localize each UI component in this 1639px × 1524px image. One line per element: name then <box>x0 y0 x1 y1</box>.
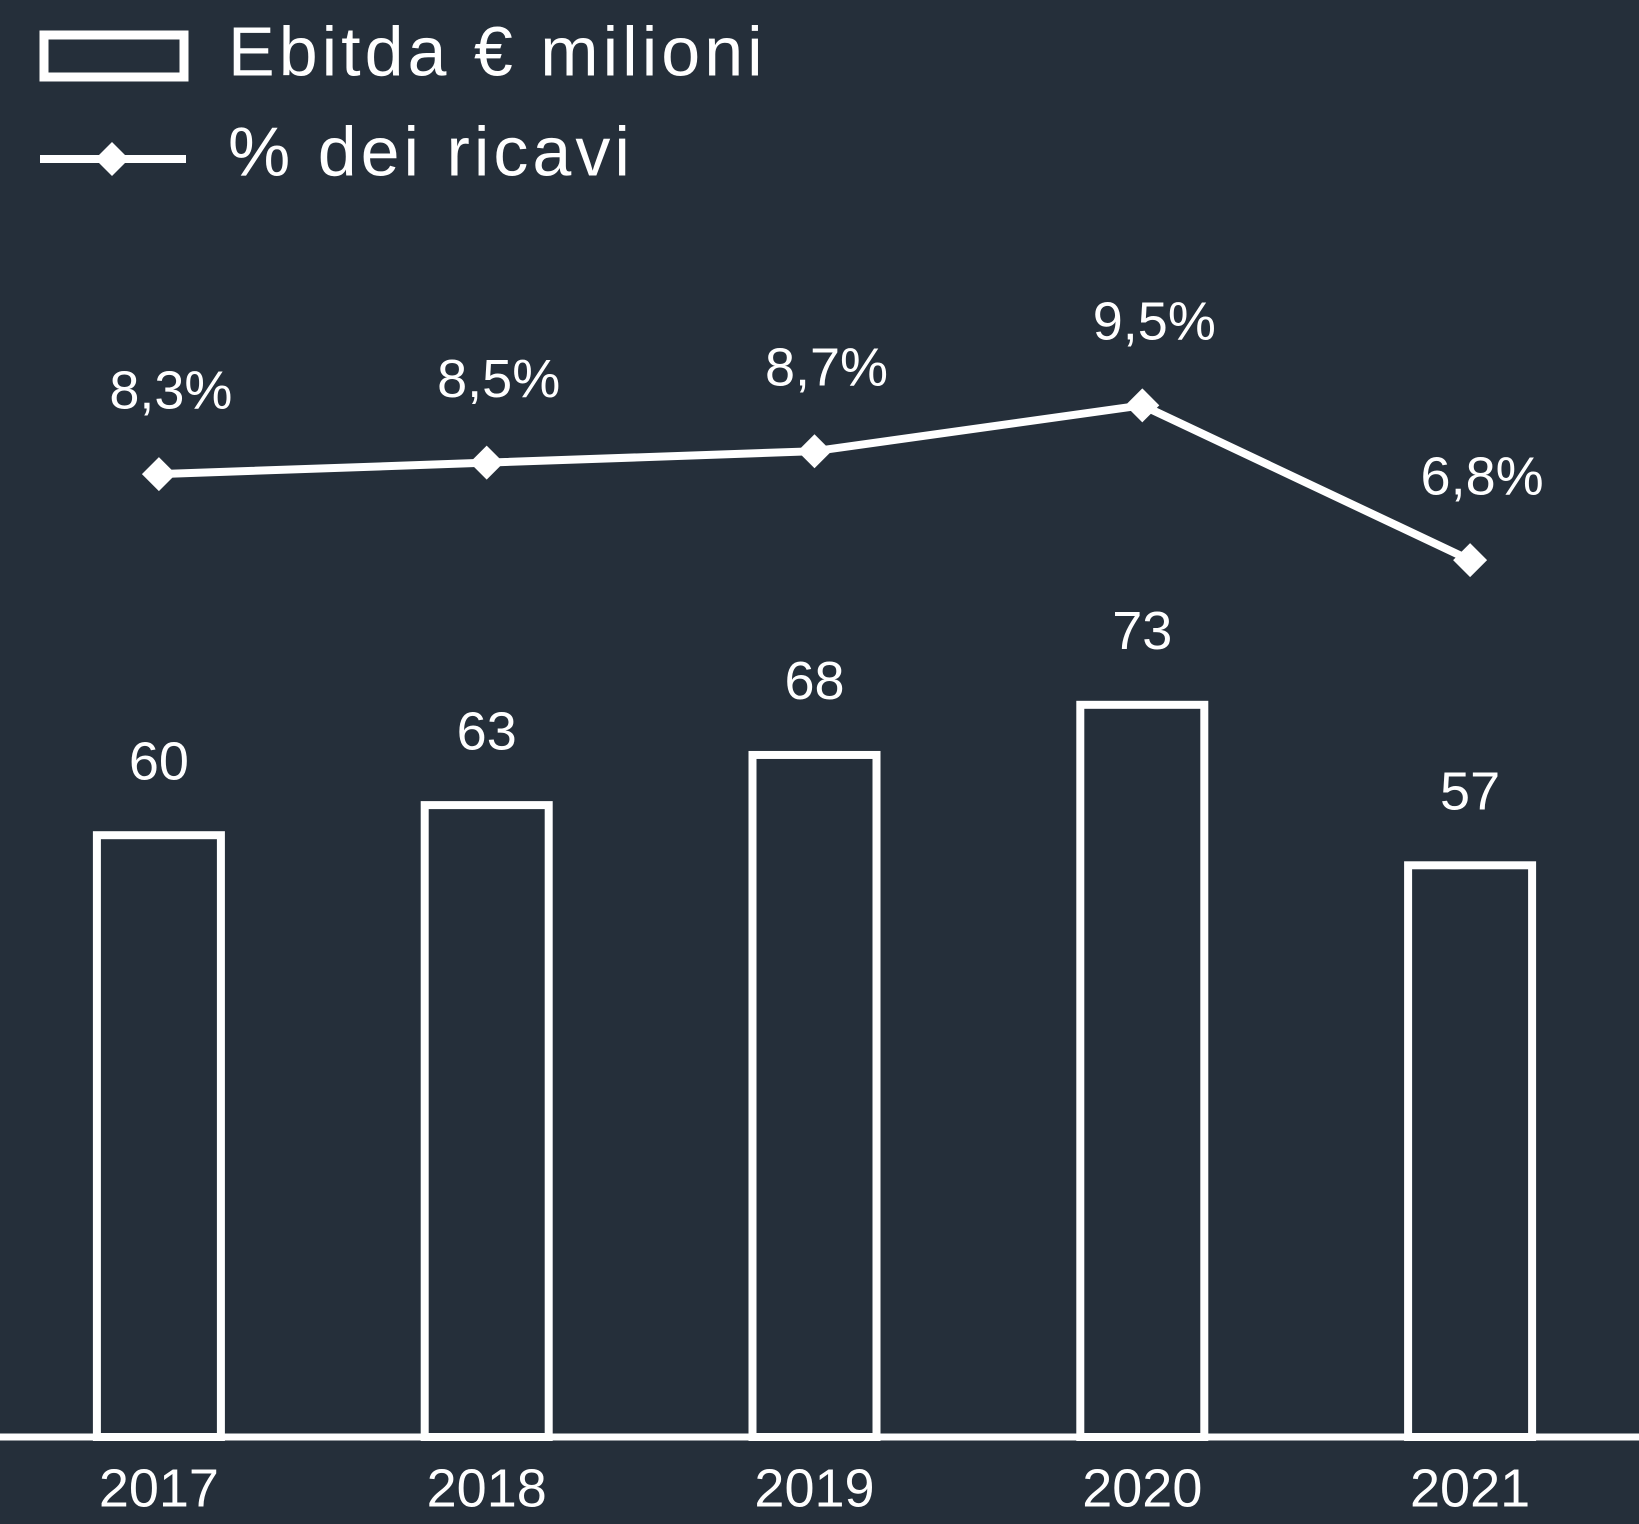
x-tick-label: 2018 <box>427 1458 547 1518</box>
x-tick-label: 2020 <box>1082 1458 1202 1518</box>
data-label: 8,3% <box>109 360 232 420</box>
data-label: 57 <box>1440 762 1500 822</box>
data-label: 60 <box>129 731 189 791</box>
line-marker <box>797 434 832 469</box>
data-label: 68 <box>784 651 844 711</box>
data-label: 8,7% <box>765 337 888 397</box>
x-tick-label: 2019 <box>754 1458 874 1518</box>
legend-label: Ebitda € milioni <box>228 12 767 90</box>
legend-label: % dei ricavi <box>228 112 634 190</box>
line-marker <box>469 445 504 480</box>
x-tick-label: 2021 <box>1410 1458 1530 1518</box>
data-label: 8,5% <box>437 349 560 409</box>
line-marker <box>1453 543 1488 578</box>
data-label: 6,8% <box>1421 446 1544 506</box>
x-tick-label: 2017 <box>99 1458 219 1518</box>
line-marker <box>141 457 176 492</box>
data-label: 63 <box>457 701 517 761</box>
data-label: 9,5% <box>1093 292 1216 352</box>
legend-marker <box>95 142 129 176</box>
line-marker <box>1125 388 1160 423</box>
data-label: 73 <box>1112 601 1172 661</box>
legend-swatch <box>39 30 189 82</box>
